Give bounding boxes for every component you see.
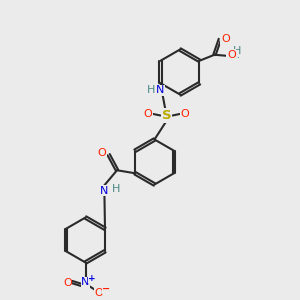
Text: O: O [98, 148, 106, 158]
Text: O: O [63, 278, 72, 289]
Text: O: O [94, 288, 103, 298]
Text: O: O [221, 34, 230, 44]
Text: N: N [156, 85, 165, 95]
Text: N: N [81, 277, 90, 287]
Text: H: H [232, 50, 240, 60]
Text: H: H [112, 184, 120, 194]
Text: H: H [233, 46, 242, 56]
Text: O: O [181, 109, 190, 119]
Text: +: + [88, 274, 96, 283]
Text: N: N [100, 186, 109, 196]
Text: S: S [162, 109, 171, 122]
Text: O: O [143, 109, 152, 119]
Text: O: O [227, 50, 236, 60]
Text: H: H [147, 85, 156, 95]
Text: −: − [102, 284, 111, 294]
